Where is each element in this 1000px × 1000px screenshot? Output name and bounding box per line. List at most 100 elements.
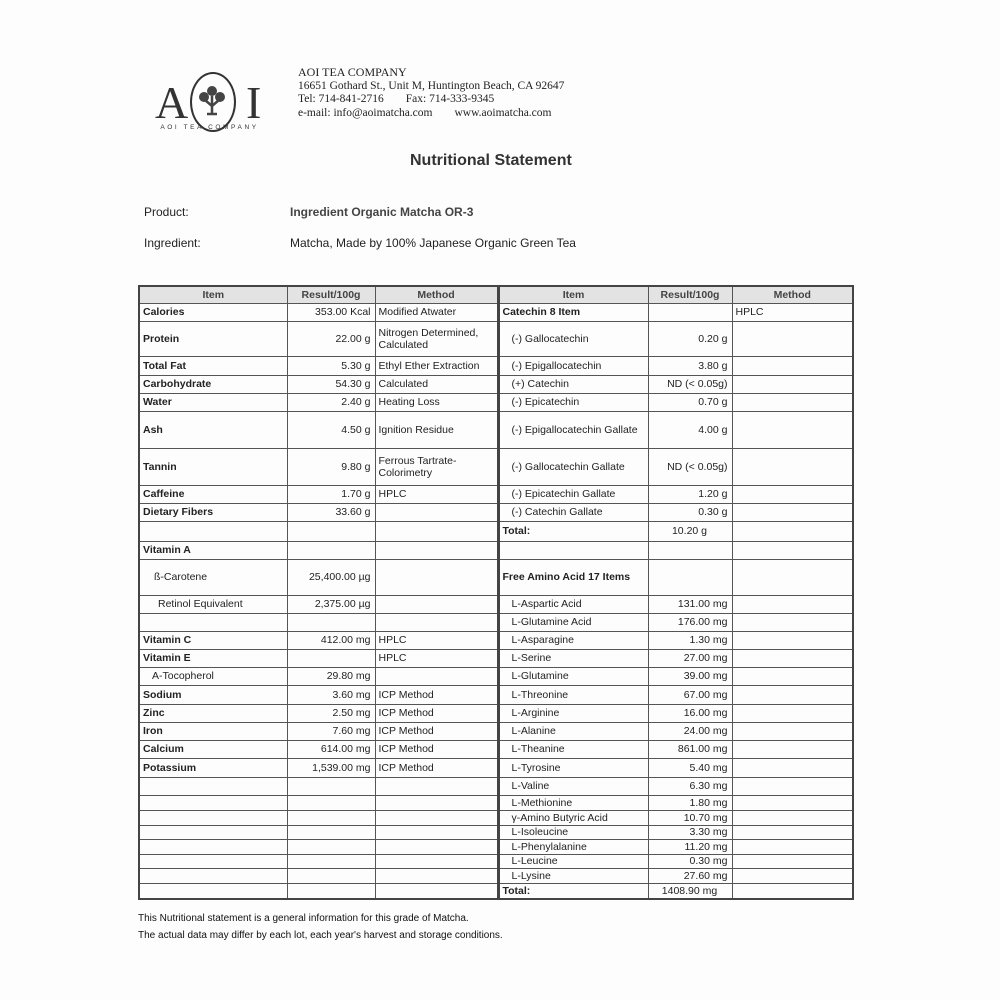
cell-left-result: [286, 838, 376, 855]
table-row: Vitamin C 412.00 mg HPLC L-Asparagine 1.30 m…: [138, 630, 854, 650]
cell-right-item: L-Isoleucine: [496, 824, 649, 840]
table-row: Iron 7.60 mg ICP Method L-Alanine 24.00 mg: [138, 721, 854, 741]
cell-right-method: [731, 882, 854, 900]
cell-left-method: Calculated: [374, 374, 499, 394]
cell-left-method: HPLC: [374, 484, 499, 504]
cell-left-method: Ethyl Ether Extraction: [374, 355, 499, 376]
cell-right-method: [731, 374, 854, 394]
cell-right-item: L-Leucine: [496, 853, 649, 869]
cell-right-method: [731, 739, 854, 759]
cell-left-method: ICP Method: [374, 684, 499, 705]
cell-left-item: Vitamin A: [138, 540, 288, 560]
cell-left-result: 1.70 g: [286, 484, 376, 504]
cell-left-result: [286, 776, 376, 796]
cell-left-item: Dietary Fibers: [138, 502, 288, 522]
cell-left-method: Ferrous Tartrate-Colorimetry: [374, 447, 499, 486]
cell-right-item: Total:: [496, 520, 649, 542]
cell-right-item: L-Arginine: [496, 703, 649, 723]
cell-right-result: 39.00 mg: [647, 666, 733, 686]
table-row: Dietary Fibers 33.60 g (-) Catechin Gallat…: [138, 502, 854, 522]
cell-right-result: 27.00 mg: [647, 648, 733, 668]
cell-left-method: ICP Method: [374, 757, 499, 778]
table-header-row: Item Result/100g Method Item Result/100g Meth…: [138, 285, 854, 304]
cell-right-item: (-) Gallocatechin: [496, 320, 649, 357]
cell-right-result: ND (< 0.05g): [647, 447, 733, 486]
cell-right-item: Free Amino Acid 17 Items: [496, 558, 649, 596]
column-header-item: Item: [496, 285, 649, 304]
cell-left-result: [286, 867, 376, 884]
cell-right-item: L-Valine: [496, 776, 649, 796]
logo-letter-i: I: [246, 77, 262, 128]
product-value: Ingredient Organic Matcha OR-3: [290, 205, 474, 219]
cell-right-method: [731, 630, 854, 650]
cell-right-item: L-Tyrosine: [496, 757, 649, 778]
column-header-result: Result/100g: [647, 285, 733, 304]
cell-left-result: [286, 824, 376, 840]
cell-right-result: 0.20 g: [647, 320, 733, 357]
cell-right-result: [647, 540, 733, 560]
cell-right-result: 6.30 mg: [647, 776, 733, 796]
cell-left-item: Iron: [138, 721, 288, 741]
cell-left-item: Total Fat: [138, 355, 288, 376]
cell-left-method: HPLC: [374, 630, 499, 650]
aoi-logo: A I AOI TEA COMPANY: [152, 72, 267, 134]
cell-left-item: [138, 520, 288, 542]
cell-left-item: ß-Carotene: [138, 558, 288, 596]
table-row: Total: 1408.90 mg: [138, 882, 854, 900]
cell-left-method: [374, 558, 499, 596]
cell-left-item: [138, 853, 288, 869]
cell-right-result: 67.00 mg: [647, 684, 733, 705]
company-address: 16651 Gothard St., Unit M, Huntington Be…: [298, 79, 565, 92]
company-tel: Tel: 714-841-2716: [298, 93, 384, 105]
cell-right-method: [731, 684, 854, 705]
cell-right-item: (-) Gallocatechin Gallate: [496, 447, 649, 486]
company-name: AOI TEA COMPANY: [298, 65, 407, 79]
cell-left-result: 7.60 mg: [286, 721, 376, 741]
cell-left-result: [286, 853, 376, 869]
cell-right-result: 0.30 mg: [647, 853, 733, 869]
cell-left-item: [138, 838, 288, 855]
cell-right-method: HPLC: [731, 302, 854, 322]
cell-left-item: Retinol Equivalent: [138, 594, 288, 614]
cell-right-item: (-) Catechin Gallate: [496, 502, 649, 522]
cell-right-method: [731, 392, 854, 412]
table-row: Sodium 3.60 mg ICP Method L-Threonine 67.00 …: [138, 684, 854, 705]
page-title: Nutritional Statement: [410, 152, 572, 169]
cell-right-method: [731, 867, 854, 884]
cell-left-result: 412.00 mg: [286, 630, 376, 650]
table-row: L-Isoleucine 3.30 mg: [138, 824, 854, 840]
cell-left-method: ICP Method: [374, 703, 499, 723]
cell-left-method: [374, 867, 499, 884]
cell-right-method: [731, 853, 854, 869]
cell-left-result: 3.60 mg: [286, 684, 376, 705]
cell-right-item: Catechin 8 Item: [496, 302, 649, 322]
column-header-method: Method: [731, 285, 854, 304]
cell-right-method: [731, 776, 854, 796]
cell-left-method: [374, 853, 499, 869]
cell-right-result: 176.00 mg: [647, 612, 733, 632]
cell-right-result: 24.00 mg: [647, 721, 733, 741]
cell-right-result: 4.00 g: [647, 410, 733, 449]
cell-right-result: 10.20 g: [647, 520, 733, 542]
cell-right-item: (+) Catechin: [496, 374, 649, 394]
cell-left-result: 1,539.00 mg: [286, 757, 376, 778]
cell-right-item: (-) Epicatechin: [496, 392, 649, 412]
cell-right-item: L-Lysine: [496, 867, 649, 884]
cell-left-result: 29.80 mg: [286, 666, 376, 686]
company-info: AOI TEA COMPANY 16651 Gothard St., Unit …: [298, 65, 565, 120]
table-row: Caffeine 1.70 g HPLC (-) Epicatechin Gallat…: [138, 484, 854, 504]
table-row: L-Valine 6.30 mg: [138, 776, 854, 796]
cell-right-method: [731, 484, 854, 504]
cell-right-result: 27.60 mg: [647, 867, 733, 884]
table-row: L-Leucine 0.30 mg: [138, 853, 854, 869]
cell-right-method: [731, 540, 854, 560]
cell-right-method: [731, 410, 854, 449]
cell-left-item: [138, 882, 288, 900]
cell-left-method: Ignition Residue: [374, 410, 499, 449]
cell-left-item: Calcium: [138, 739, 288, 759]
table-row: A-Tocopherol 29.80 mg L-Glutamine 39.00 mg: [138, 666, 854, 686]
cell-right-method: [731, 320, 854, 357]
cell-left-result: 54.30 g: [286, 374, 376, 394]
cell-right-result: [647, 558, 733, 596]
